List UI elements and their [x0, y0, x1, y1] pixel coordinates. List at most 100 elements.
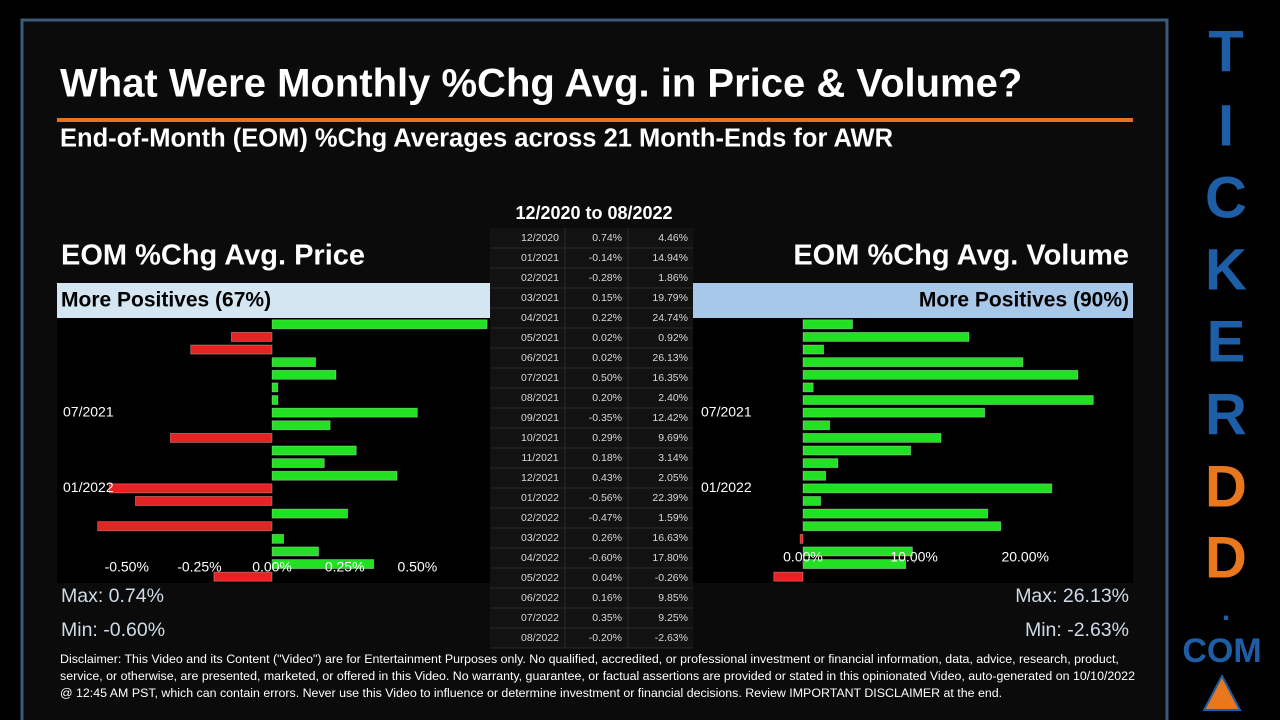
- bar: [271, 470, 398, 481]
- table-volume: 24.74%: [652, 312, 688, 324]
- brand-letter: T: [1208, 19, 1243, 84]
- x-tick-label: -0.50%: [105, 559, 149, 575]
- bar: [802, 319, 853, 330]
- table-date: 08/2022: [521, 632, 559, 644]
- bar: [802, 407, 986, 418]
- table-date: 01/2022: [521, 492, 559, 504]
- chart-title: EOM %Chg Avg. Volume: [793, 240, 1129, 272]
- x-tick-label: 0.25%: [325, 559, 365, 575]
- category-label: 07/2021: [701, 403, 752, 419]
- table-price: 0.02%: [592, 332, 622, 344]
- table-date: 03/2022: [521, 532, 559, 544]
- bar: [271, 445, 357, 456]
- table-title: 12/2020 to 08/2022: [515, 203, 672, 223]
- table-price: 0.35%: [592, 612, 622, 624]
- table-price: 0.26%: [592, 532, 622, 544]
- bar: [802, 521, 1002, 532]
- table-volume: 3.14%: [658, 452, 688, 464]
- table-date: 04/2021: [521, 312, 559, 324]
- subtitle-band: [57, 283, 490, 318]
- table-volume: -0.26%: [655, 572, 688, 584]
- subtitle: End-of-Month (EOM) %Chg Averages across …: [60, 125, 893, 153]
- category-label: 01/2022: [701, 479, 752, 495]
- table-date: 02/2021: [521, 272, 559, 284]
- bar: [271, 458, 325, 469]
- bar: [108, 483, 273, 494]
- brand-letter: I: [1218, 93, 1234, 158]
- chart-title: EOM %Chg Avg. Price: [61, 240, 365, 272]
- bar: [271, 319, 488, 330]
- category-label: 07/2021: [63, 403, 114, 419]
- bar: [799, 533, 804, 544]
- bar: [802, 559, 907, 570]
- table-price: 0.20%: [592, 392, 622, 404]
- table-date: 04/2022: [521, 552, 559, 564]
- subtitle-band: [693, 283, 1133, 318]
- table-date: 10/2021: [521, 432, 559, 444]
- x-tick-label: 20.00%: [1001, 549, 1048, 565]
- table-volume: 1.59%: [658, 512, 688, 524]
- annotation: Min: -0.60%: [61, 619, 165, 641]
- bar: [190, 344, 273, 355]
- table-volume: -2.63%: [655, 632, 688, 644]
- table-date: 12/2021: [521, 472, 559, 484]
- table-volume: 9.69%: [658, 432, 688, 444]
- table-date: 12/2020: [521, 232, 559, 244]
- table-volume: 1.86%: [658, 272, 688, 284]
- x-tick-label: 10.00%: [890, 549, 937, 565]
- bar: [271, 395, 279, 405]
- bar: [802, 458, 839, 469]
- table-price: 0.15%: [592, 292, 622, 304]
- disclaimer: Disclaimer: This Video and its Content (…: [60, 652, 1135, 700]
- brand-letter: E: [1207, 309, 1246, 374]
- brand-letter: C: [1205, 165, 1247, 230]
- table-background: [490, 228, 693, 648]
- x-tick-label: 0.50%: [397, 559, 437, 575]
- brand-dot: .: [1222, 594, 1230, 627]
- bar: [802, 395, 1094, 405]
- annotation: Max: 26.13%: [1015, 585, 1129, 607]
- disclaimer-box: Disclaimer: This Video and its Content (…: [60, 652, 1135, 700]
- table-date: 06/2022: [521, 592, 559, 604]
- table-date: 01/2021: [521, 252, 559, 264]
- table-price: 0.22%: [592, 312, 622, 324]
- table-volume: 4.46%: [658, 232, 688, 244]
- table-volume: 9.85%: [658, 592, 688, 604]
- bar: [802, 470, 827, 481]
- table-volume: 0.92%: [658, 332, 688, 344]
- table-volume: 17.80%: [652, 552, 688, 564]
- table-date: 05/2022: [521, 572, 559, 584]
- brand-letter: D: [1205, 525, 1247, 590]
- bar: [271, 546, 319, 557]
- bar: [271, 508, 349, 519]
- brand: T I C K E R D D . COM: [1182, 19, 1262, 711]
- brand-letter: K: [1205, 237, 1247, 302]
- title-rule: [57, 118, 1133, 122]
- bar: [271, 420, 331, 431]
- brand-logo: [1202, 673, 1242, 711]
- x-tick-label: 0.00%: [252, 559, 292, 575]
- table-price: 0.29%: [592, 432, 622, 444]
- bar: [802, 508, 989, 519]
- table-volume: 2.05%: [658, 472, 688, 484]
- table-volume: 12.42%: [652, 412, 688, 424]
- brand-letter: R: [1205, 382, 1247, 447]
- table-volume: 19.79%: [652, 292, 688, 304]
- bar: [802, 445, 912, 456]
- brand-com: COM: [1182, 632, 1261, 670]
- bar: [271, 357, 317, 368]
- bar: [802, 382, 814, 393]
- bar: [802, 432, 942, 443]
- table-date: 11/2021: [521, 452, 558, 464]
- table-price: -0.28%: [589, 272, 622, 284]
- table-price: -0.14%: [589, 252, 622, 264]
- table-price: 0.43%: [592, 472, 622, 484]
- table-date: 02/2022: [521, 512, 559, 524]
- brand-letter: D: [1205, 454, 1247, 519]
- table-volume: 22.39%: [652, 492, 688, 504]
- x-tick-label: 0.00%: [783, 549, 823, 565]
- bar: [802, 496, 822, 506]
- table-date: 05/2021: [521, 332, 559, 344]
- chart-subtitle: More Positives (67%): [61, 289, 271, 312]
- bar: [802, 369, 1079, 380]
